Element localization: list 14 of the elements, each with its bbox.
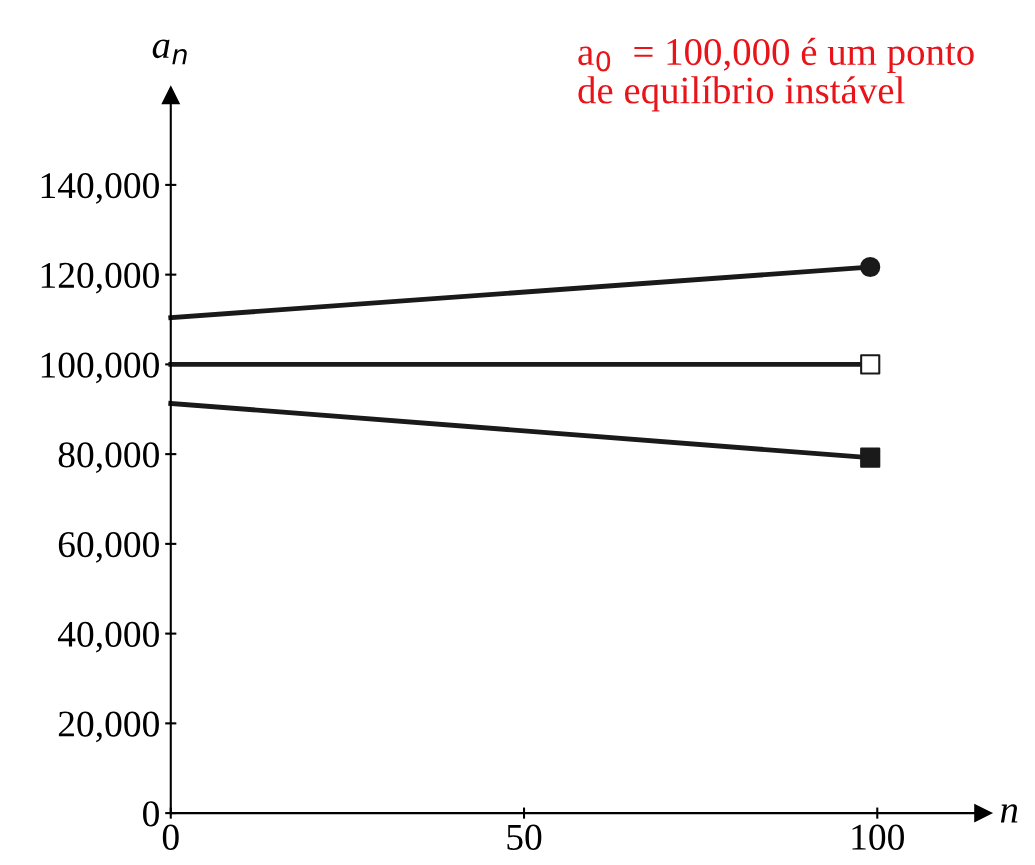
y-tick-label: 80,000 — [58, 442, 159, 473]
y-tick-label: 100,000 — [41, 352, 159, 384]
y-tick-label: 20,000 — [58, 711, 159, 743]
y-tick-label: 120,000 — [41, 262, 159, 294]
y-tick-label: 0 — [143, 801, 159, 827]
y-tick-label: 140,000 — [41, 172, 159, 204]
x-axis-title: n — [1000, 804, 1018, 823]
x-tick-label: 100 — [852, 824, 904, 850]
x-tick-label: 0 — [162, 824, 179, 850]
annotation: a$_{0}$ = 100,000 é um ponto de equilíbrio instável — [578, 37, 974, 112]
y-axis-title: a$_{n}$ — [152, 39, 187, 65]
x-tick-label: 50 — [507, 824, 542, 850]
y-tick-label: 40,000 — [57, 621, 159, 653]
y-tick-label: 60,000 — [58, 531, 159, 563]
